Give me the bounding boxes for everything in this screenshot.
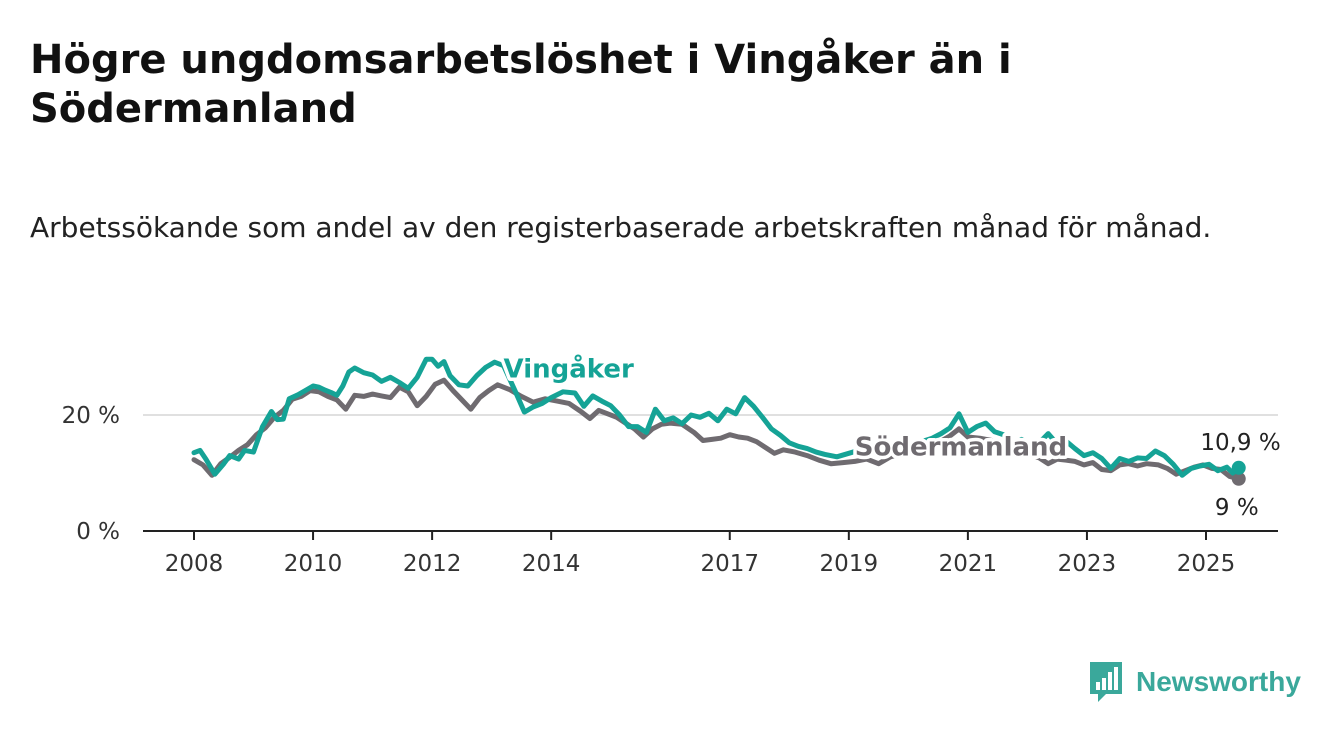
x-tick-label: 2012	[403, 551, 462, 577]
chart-subtitle: Arbetssökande som andel av den registerb…	[30, 211, 1212, 244]
x-tick-label: 2017	[700, 551, 759, 577]
logo-text: Newsworthy	[1136, 666, 1301, 697]
end-value-label-vingaker: 10,9 %	[1200, 430, 1280, 456]
x-tick-label: 2025	[1177, 551, 1236, 577]
x-tick-label: 2014	[522, 551, 581, 577]
axis-layer: 0 % 20 % 2008 2010 2012 2014 2017 2019 2021 2023 2…	[62, 403, 1278, 577]
x-tick-label: 2019	[820, 551, 879, 577]
series-line-sodermanland	[191, 377, 1242, 482]
x-tick-label: 2023	[1058, 551, 1117, 577]
newsworthy-logo-icon	[1090, 662, 1122, 702]
newsworthy-logo[interactable]: Newsworthy	[1088, 660, 1301, 704]
series-label-vingaker: Vingåker	[504, 352, 634, 384]
x-tick-label: 2021	[939, 551, 998, 577]
series-layer	[191, 356, 1246, 486]
chart-title: Högre ungdomsarbetslöshet i Vingåker än …	[30, 37, 1012, 132]
end-value-label-sodermanland: 9 %	[1215, 495, 1259, 521]
y-tick-label: 0 %	[76, 519, 120, 545]
series-end-dot-sodermanland	[1231, 471, 1246, 486]
line-chart: Vingåker Södermanland 10,9 % 9 % 0 % 20 % 200…	[62, 349, 1281, 577]
series-line-vingaker	[191, 356, 1242, 478]
y-tick-label: 20 %	[62, 403, 120, 429]
x-tick-label: 2010	[284, 551, 343, 577]
label-layer: Vingåker Södermanland 10,9 % 9 %	[500, 349, 1281, 521]
series-end-dot-vingaker	[1231, 460, 1246, 475]
series-label-sodermanland: Södermanland	[855, 433, 1067, 463]
x-tick-label: 2008	[165, 551, 224, 577]
